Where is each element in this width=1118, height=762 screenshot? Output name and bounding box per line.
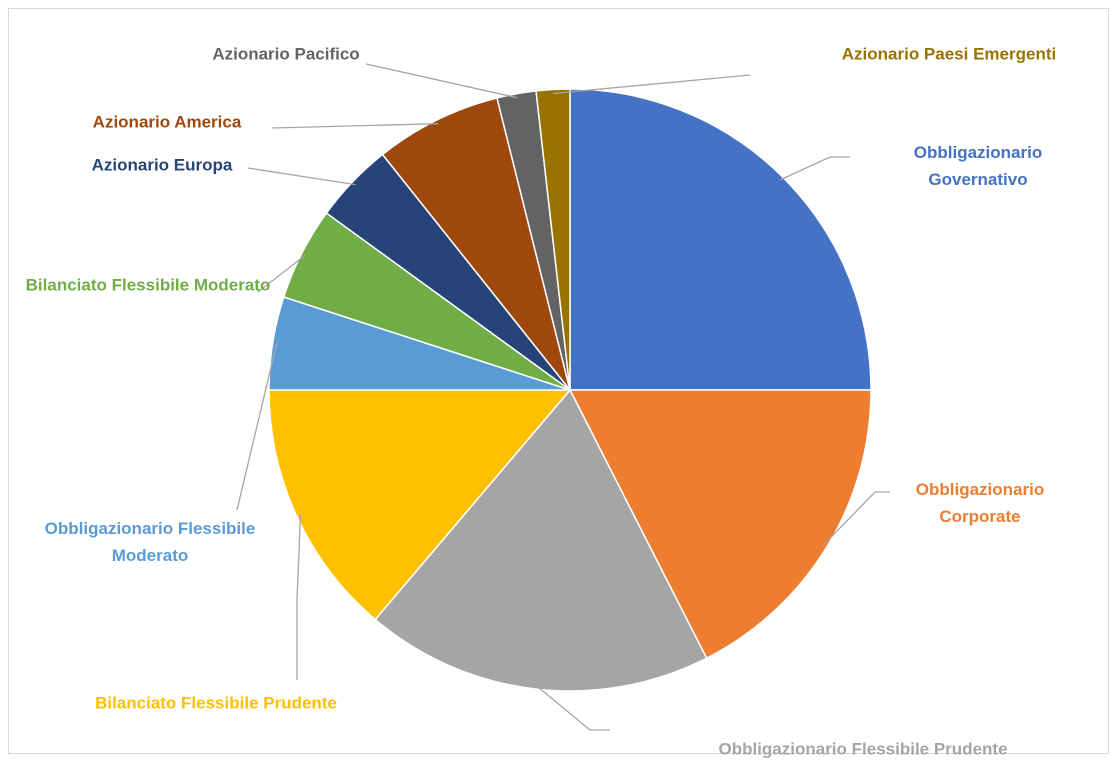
leader-line — [257, 254, 306, 293]
leader-line — [271, 123, 439, 129]
leader-line — [535, 684, 610, 731]
slice-label: Bilanciato Flessibile Prudente — [95, 693, 337, 713]
leader-line — [553, 74, 751, 95]
leader-line — [365, 63, 518, 99]
pie-slice — [568, 389, 872, 660]
slice-label: Obbligazionario Corporate — [915, 480, 1045, 526]
slice-label: Obbligazionario Governativo — [913, 143, 1043, 189]
slice-label: Obbligazionario Flessibile Prudente — [718, 739, 1008, 759]
slice-label: Obbligazionario Flessibile Moderato — [44, 519, 256, 565]
chart-border — [8, 8, 1109, 754]
leader-line — [779, 156, 850, 181]
slice-label: Azionario Europa — [91, 155, 233, 175]
slice-label: Bilanciato Flessibile Moderato — [25, 275, 271, 295]
leader-line — [822, 491, 890, 546]
slice-label: Azionario Pacifico — [212, 44, 360, 64]
pie-slice — [268, 389, 572, 621]
leader-line — [236, 343, 278, 511]
pie-slice — [381, 97, 571, 391]
slice-label: Azionario America — [92, 112, 242, 132]
pie-slice — [535, 88, 571, 391]
leader-line — [247, 167, 356, 186]
pie-slice — [569, 88, 872, 391]
leader-line — [296, 514, 302, 680]
slice-label: Azionario Paesi Emergenti — [841, 44, 1057, 64]
pie-slice — [374, 388, 708, 692]
